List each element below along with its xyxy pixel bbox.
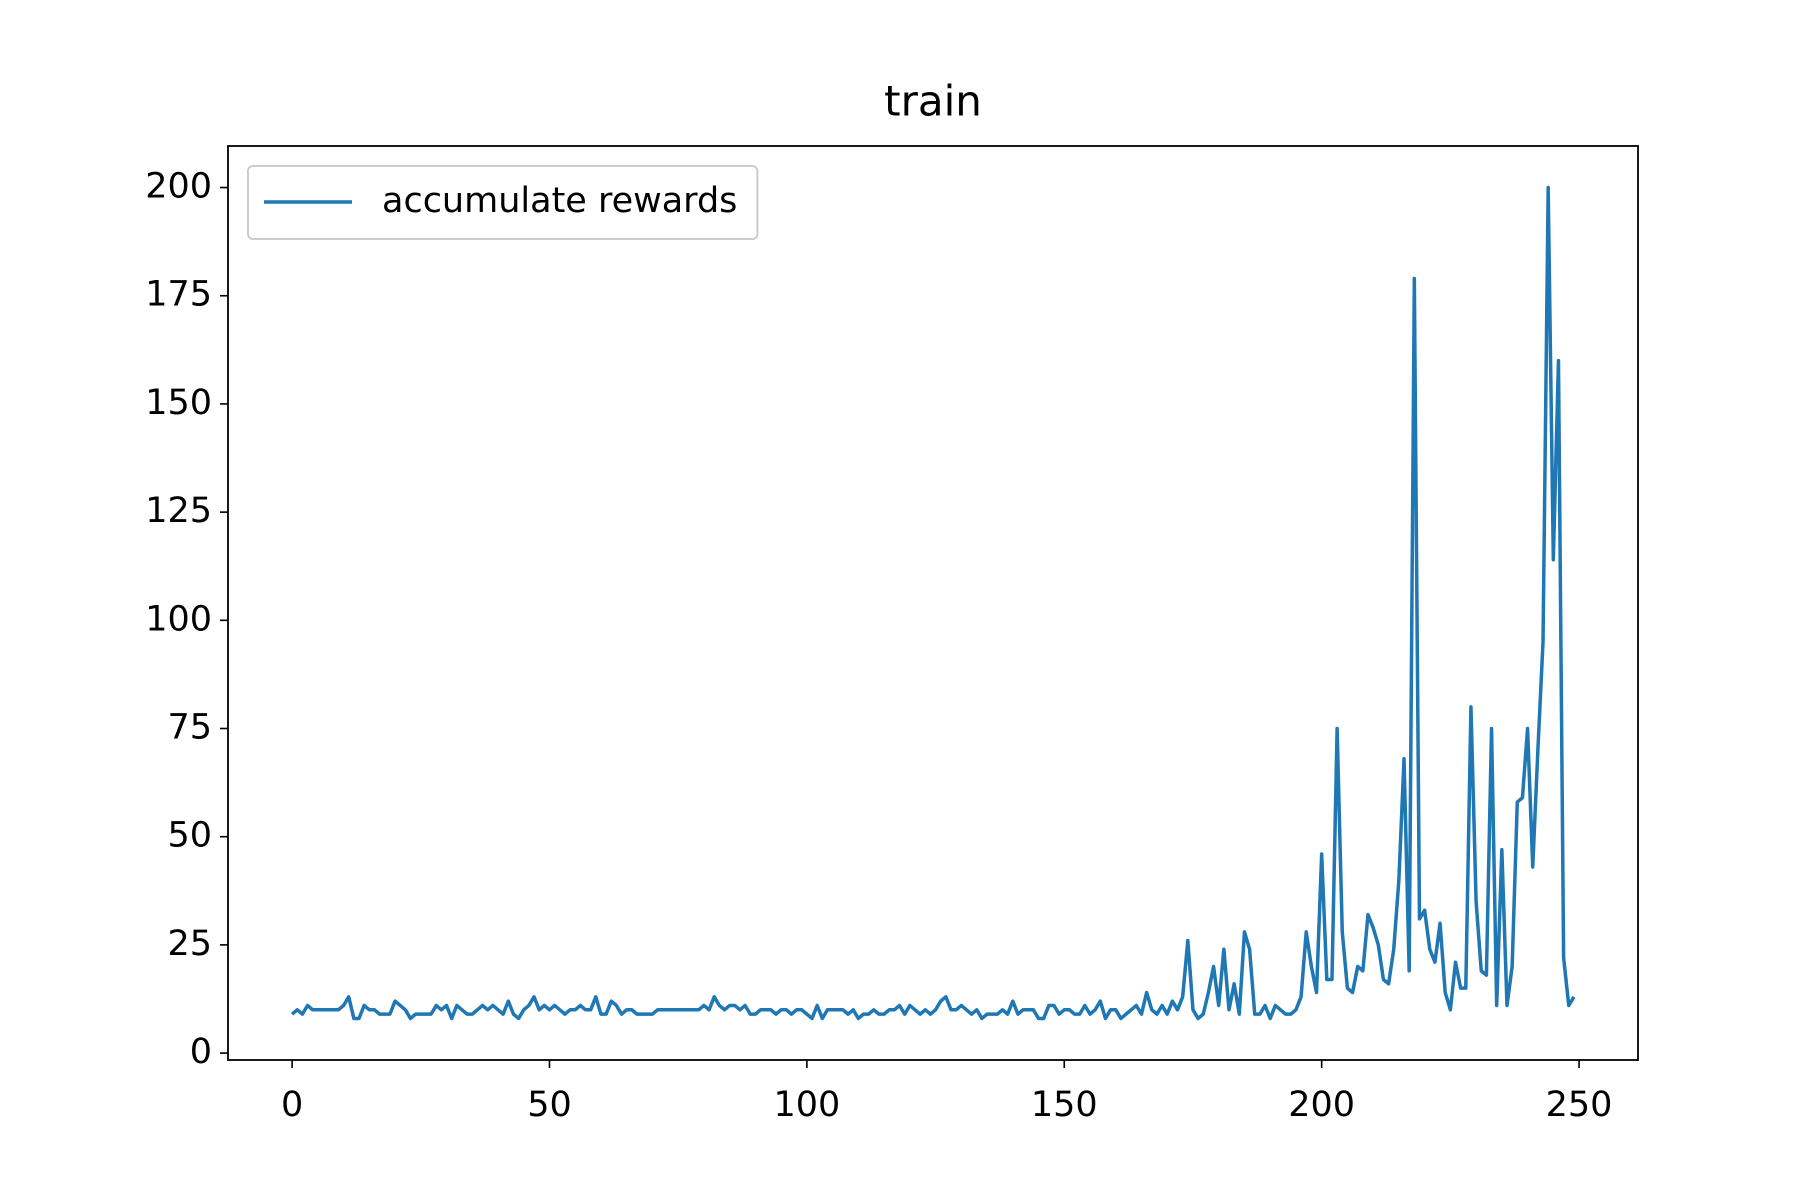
y-tick-label: 100: [145, 599, 212, 639]
legend-label: accumulate rewards: [382, 181, 737, 221]
y-tick-label: 50: [167, 816, 212, 856]
x-tick-label: 0: [281, 1085, 303, 1125]
y-tick-label: 0: [190, 1032, 212, 1072]
line-series: [290, 185, 1576, 1021]
y-tick-label: 75: [167, 708, 212, 748]
legend-box: [247, 165, 759, 240]
chart-title: train: [884, 77, 982, 126]
x-tick-label: 150: [1031, 1085, 1098, 1125]
axes-frame: [227, 145, 1639, 1061]
y-tick-label: 150: [145, 383, 212, 423]
y-tick-label: 200: [145, 167, 212, 207]
y-tick-label: 125: [145, 491, 212, 531]
x-tick-label: 200: [1288, 1085, 1355, 1125]
y-tick-label: 25: [167, 924, 212, 964]
x-tick-label: 50: [527, 1085, 572, 1125]
x-tick-label: 250: [1546, 1085, 1613, 1125]
x-tick-label: 100: [773, 1085, 840, 1125]
y-tick-label: 175: [145, 275, 212, 315]
